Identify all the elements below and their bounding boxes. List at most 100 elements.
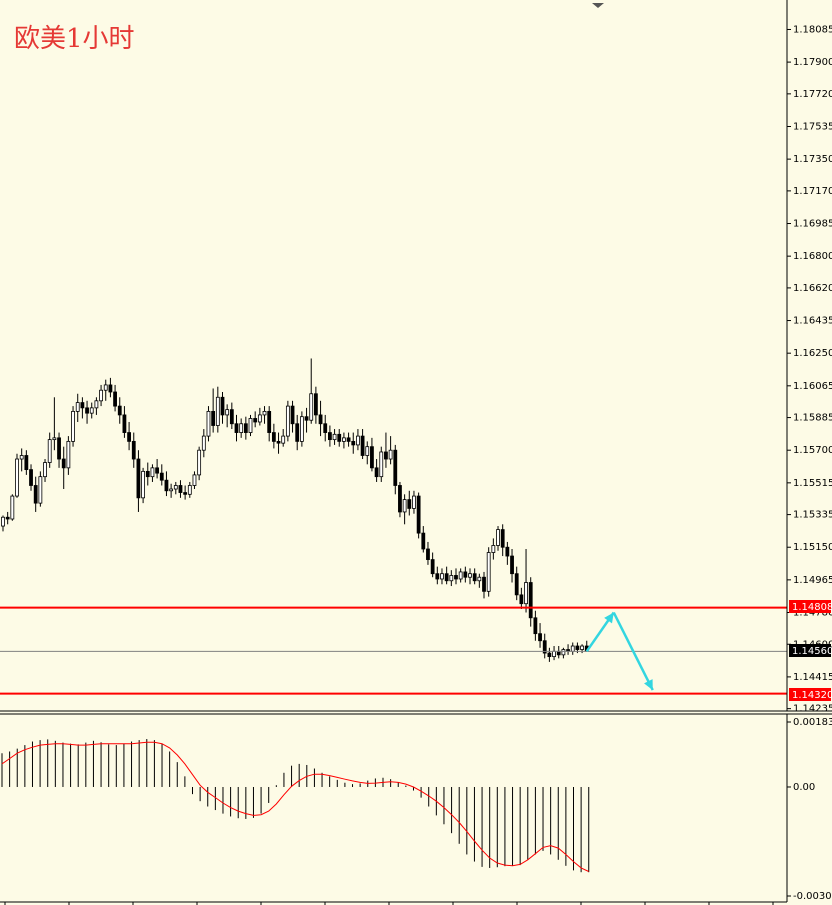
price-tick-label: 1.17170	[793, 186, 832, 197]
candle-body	[1, 516, 5, 527]
candle-body	[239, 423, 244, 433]
candle-body	[94, 400, 99, 409]
candle-body	[482, 576, 486, 592]
candle-body	[19, 455, 24, 460]
price-tick-label: 1.17535	[793, 121, 832, 132]
candle-body	[477, 576, 482, 582]
candle-body	[271, 432, 276, 442]
candle-body	[29, 469, 33, 486]
shift-marker-icon[interactable]	[592, 3, 604, 8]
price-tick-label: 1.14965	[793, 575, 832, 586]
current-price-tag: 1.14560	[792, 646, 832, 657]
candle-body	[75, 402, 80, 412]
candle-body	[547, 652, 552, 658]
level-tag-lower-bg	[789, 688, 831, 701]
candle-body	[449, 575, 454, 582]
candle-body	[52, 437, 57, 441]
candle-body	[379, 451, 384, 478]
candle-body	[229, 409, 234, 425]
candle-body	[542, 640, 547, 654]
price-tick-label: 1.16435	[793, 316, 832, 327]
candle-body	[80, 402, 85, 409]
candle-body	[113, 391, 117, 407]
macd-tick-label: 0.00	[793, 782, 815, 793]
price-tick-label: 1.16800	[793, 251, 832, 262]
candle-body	[225, 409, 230, 416]
candle-body	[370, 446, 374, 469]
candle-body	[570, 645, 575, 652]
projection-arrows	[585, 611, 654, 691]
price-tick-label: 1.15885	[793, 413, 832, 424]
candle-body	[15, 458, 19, 497]
candle-body	[426, 548, 430, 560]
price-tick-label: 1.15515	[793, 478, 832, 489]
candle-body	[444, 573, 449, 582]
candle-body	[468, 573, 472, 578]
candle-body	[510, 555, 514, 575]
candle-body	[103, 384, 108, 391]
candle-body	[384, 451, 388, 460]
price-tick-label: 1.14780	[793, 608, 832, 619]
candle-body	[173, 485, 178, 490]
candle-body	[155, 467, 160, 474]
candle-body	[435, 573, 440, 580]
candle-body	[463, 571, 468, 578]
macd-tick-label: -0.00307	[793, 891, 832, 902]
chart-title: 欧美1小时	[14, 24, 135, 54]
candle-body	[458, 571, 463, 580]
candle-body	[514, 573, 519, 596]
price-tick-label: 1.15150	[793, 542, 832, 553]
candle-body	[360, 435, 365, 456]
price-tick-label: 1.16065	[793, 381, 832, 392]
candle-body	[528, 582, 533, 619]
candle-body	[285, 405, 290, 437]
level-tag-lower: 1.14320	[792, 690, 832, 701]
candle-body	[580, 645, 584, 650]
candle-body	[71, 410, 75, 442]
candle-body	[248, 418, 253, 433]
candle-body	[211, 410, 216, 426]
candle-body	[486, 552, 491, 592]
candle-body	[421, 532, 426, 550]
candle-body	[281, 435, 286, 444]
price-tick-label: 1.14415	[793, 672, 832, 683]
candle-body	[552, 650, 556, 658]
candle-body	[10, 495, 15, 520]
price-tick-label: 1.16985	[793, 219, 832, 230]
level-tag-upper: 1.14808	[792, 602, 832, 613]
candle-body	[33, 485, 38, 504]
candle-body	[318, 414, 323, 425]
candle-body	[85, 407, 89, 414]
candle-body	[407, 499, 412, 509]
current-price-tag-bg	[789, 644, 831, 657]
candle-body	[365, 446, 370, 456]
candle-body	[187, 485, 192, 495]
candle-body	[430, 559, 435, 575]
candle-body	[178, 485, 183, 493]
candle-body	[290, 405, 295, 425]
candle-body	[169, 488, 174, 492]
candle-body	[337, 433, 342, 442]
level-lines	[0, 606, 787, 695]
projection-arrow-line	[612, 611, 654, 691]
candle-body	[192, 474, 197, 486]
candle-body	[66, 440, 71, 469]
candle-body	[323, 423, 328, 433]
candle-body	[150, 467, 155, 478]
candle-body	[393, 449, 398, 486]
candle-body	[346, 437, 351, 442]
candle-body	[99, 389, 103, 402]
candle-body	[159, 472, 164, 481]
candle-body	[262, 410, 267, 416]
candle-body	[561, 649, 566, 656]
candle-body	[491, 545, 496, 553]
candle-body	[108, 384, 113, 393]
price-tick-label: 1.16250	[793, 348, 832, 359]
candle-body	[253, 418, 258, 423]
candle-body	[220, 396, 225, 416]
candle-body	[505, 546, 510, 557]
candle-body	[524, 582, 528, 605]
candle-body	[356, 435, 360, 446]
